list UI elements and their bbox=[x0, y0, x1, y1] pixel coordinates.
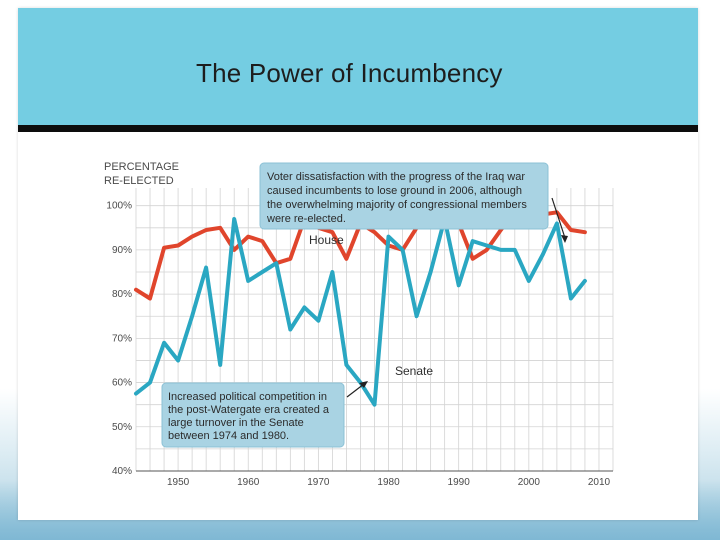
x-tick-labels: 1950 1960 1970 1980 1990 2000 2010 bbox=[167, 477, 611, 488]
x-tick-label: 2000 bbox=[518, 477, 541, 488]
series-line-senate bbox=[134, 217, 587, 407]
x-tick-label: 1980 bbox=[377, 477, 400, 488]
title-band bbox=[18, 8, 698, 125]
annotation-watergate-line-4: between 1974 and 1980. bbox=[168, 430, 289, 442]
y-tick-label: 90% bbox=[112, 245, 132, 256]
series-label-house: House bbox=[309, 233, 344, 247]
incumbency-line-chart: PERCENTAGE RE-ELECTED 40% 50% 60% 70% 80% 90%… bbox=[104, 161, 614, 488]
annotation-iraq-war: Voter dissatisfaction with the progress … bbox=[259, 162, 568, 243]
annotation-watergate-arrowhead bbox=[359, 381, 368, 388]
slide-title: The Power of Incumbency bbox=[196, 58, 503, 88]
x-tick-label: 1950 bbox=[167, 477, 190, 488]
y-tick-label: 40% bbox=[112, 466, 132, 477]
annotation-iraq-arrowhead bbox=[561, 235, 568, 243]
annotation-iraq-box bbox=[259, 162, 549, 230]
y-axis-label-line-2: RE-ELECTED bbox=[104, 175, 174, 187]
series-labels: House Senate bbox=[309, 233, 433, 378]
annotation-watergate-box bbox=[161, 382, 345, 448]
annotation-watergate-arrow bbox=[346, 383, 365, 398]
annotation-watergate-line-3: large turnover in the Senate bbox=[168, 417, 304, 429]
title-divider bbox=[18, 125, 698, 132]
annotation-iraq-line-4: were re-elected. bbox=[266, 213, 346, 225]
y-tick-label: 80% bbox=[112, 289, 132, 300]
annotation-watergate: Increased political competition in the p… bbox=[161, 381, 368, 448]
y-tick-label: 60% bbox=[112, 378, 132, 389]
annotation-iraq-line-1: Voter dissatisfaction with the progress … bbox=[267, 171, 525, 183]
annotation-watergate-line-2: the post-Watergate era created a bbox=[168, 404, 330, 416]
x-tick-label: 1970 bbox=[307, 477, 330, 488]
x-tick-label: 2010 bbox=[588, 477, 611, 488]
y-tick-label: 70% bbox=[112, 333, 132, 344]
series-label-senate: Senate bbox=[395, 364, 433, 378]
y-tick-label: 50% bbox=[112, 422, 132, 433]
y-tick-labels: 40% 50% 60% 70% 80% 90% 100% bbox=[106, 201, 132, 477]
annotation-iraq-line-3: the overwhelming majority of congression… bbox=[267, 199, 527, 211]
x-tick-label: 1990 bbox=[448, 477, 471, 488]
annotation-watergate-line-1: Increased political competition in bbox=[168, 391, 327, 403]
annotation-iraq-arrow bbox=[551, 197, 566, 239]
annotation-iraq-line-2: caused incumbents to lose ground in 2006… bbox=[267, 185, 522, 197]
y-tick-label: 100% bbox=[106, 201, 132, 212]
x-tick-label: 1960 bbox=[237, 477, 260, 488]
y-axis-label-line-1: PERCENTAGE bbox=[104, 161, 179, 173]
